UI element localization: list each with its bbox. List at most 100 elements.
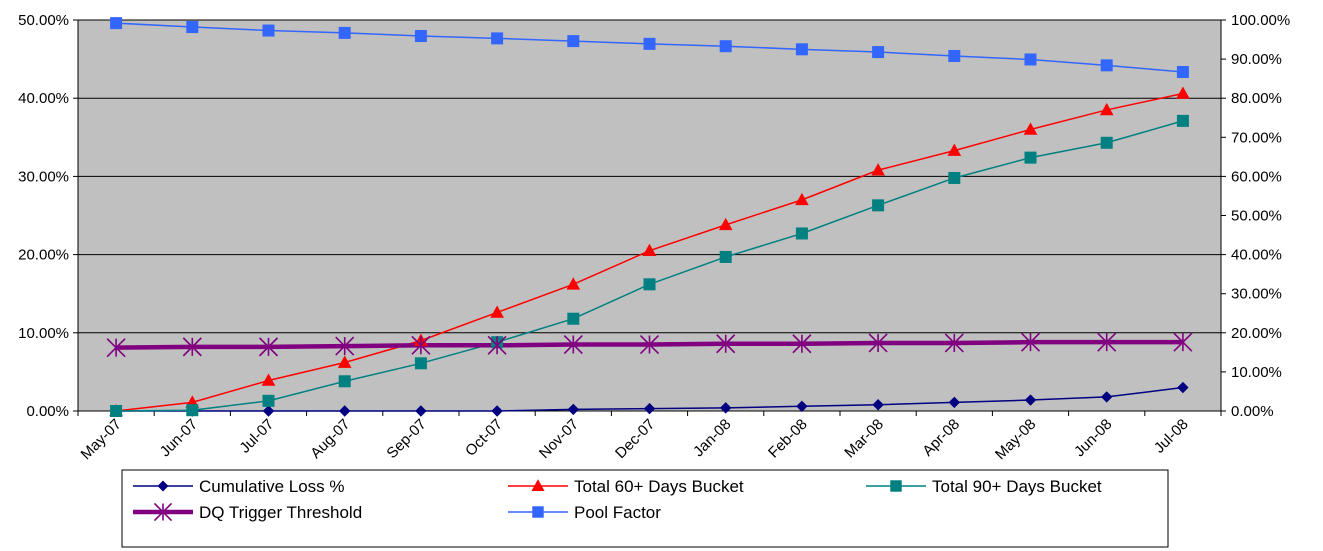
- legend-item: Pool Factor: [508, 503, 661, 522]
- data-point-4: [262, 24, 275, 37]
- data-point-1: [871, 163, 885, 176]
- data-point-0: [796, 400, 808, 413]
- data-point-2: [567, 312, 580, 325]
- data-point-1: [1099, 102, 1114, 116]
- x-tick-label: Oct-07: [462, 416, 506, 460]
- x-tick-label: Apr-08: [919, 416, 963, 460]
- data-point-2: [1176, 114, 1189, 127]
- data-point-3: [182, 337, 202, 357]
- data-point-4: [110, 17, 123, 30]
- data-point-2: [643, 278, 656, 291]
- data-point-2: [262, 394, 275, 407]
- data-point-3: [639, 334, 660, 355]
- y2-tick-label: 0.00%: [1231, 403, 1274, 420]
- y-tick-label: 30.00%: [18, 168, 69, 185]
- x-tick-label: Feb-08: [765, 416, 811, 462]
- data-point-4: [872, 46, 885, 59]
- y2-tick-label: 30.00%: [1231, 286, 1282, 303]
- y-tick-label: 20.00%: [18, 247, 69, 264]
- data-point-3: [792, 334, 812, 354]
- y2-tick-label: 40.00%: [1231, 247, 1282, 264]
- data-point-0: [262, 405, 275, 417]
- data-point-1: [1176, 86, 1190, 99]
- data-point-1: [947, 143, 962, 156]
- x-tick-label: Sep-07: [384, 416, 430, 462]
- data-point-4: [795, 43, 808, 56]
- data-point-0: [948, 396, 961, 409]
- data-point-3: [868, 333, 888, 353]
- legend-item: Total 60+ Days Bucket: [508, 477, 744, 496]
- y2-tick-label: 90.00%: [1231, 51, 1282, 68]
- y2-tick-label: 10.00%: [1231, 364, 1282, 381]
- data-point-4: [643, 37, 656, 50]
- data-point-1: [718, 217, 733, 231]
- data-point-2: [948, 171, 961, 184]
- x-tick-label: Jul-08: [1151, 416, 1192, 457]
- data-point-4: [948, 49, 961, 62]
- data-point-4: [186, 21, 199, 34]
- y-tick-label: 40.00%: [18, 90, 69, 107]
- data-point-2: [872, 199, 885, 212]
- data-point-3: [335, 336, 355, 356]
- x-tick-label: May-08: [992, 416, 1039, 463]
- data-point-4: [567, 35, 580, 48]
- data-point-1: [795, 192, 809, 206]
- data-point-2: [1024, 151, 1037, 164]
- x-tick-label: Jul-07: [236, 416, 277, 457]
- data-point-1: [566, 277, 581, 290]
- x-tick-label: Nov-07: [536, 416, 582, 462]
- legend-label: Cumulative Loss %: [199, 477, 345, 496]
- data-point-0: [415, 405, 427, 417]
- data-point-2: [719, 250, 732, 263]
- data-point-0: [643, 402, 656, 415]
- legend: Cumulative Loss % Total 60+ Days Bucket To…: [121, 469, 1169, 548]
- data-point-1: [1023, 122, 1038, 135]
- y-tick-label: 0.00%: [26, 403, 69, 420]
- y2-tick-label: 20.00%: [1231, 325, 1282, 342]
- data-point-3: [944, 333, 964, 353]
- legend-label: Total 90+ Days Bucket: [932, 477, 1102, 496]
- data-point-1: [490, 305, 504, 318]
- data-point-2: [186, 404, 199, 417]
- data-point-3: [1097, 332, 1117, 352]
- legend-label: DQ Trigger Threshold: [199, 503, 362, 522]
- data-point-4: [414, 30, 427, 43]
- data-point-0: [491, 405, 503, 417]
- data-point-3: [1020, 332, 1041, 352]
- data-point-0: [338, 405, 351, 417]
- data-point-3: [716, 334, 736, 354]
- data-point-3: [411, 335, 431, 355]
- x-tick-label: Mar-08: [841, 416, 887, 462]
- legend-marker: [531, 479, 545, 492]
- data-point-4: [1024, 53, 1037, 66]
- y-tick-label: 10.00%: [18, 325, 69, 342]
- y2-tick-label: 100.00%: [1231, 12, 1290, 29]
- data-point-4: [719, 40, 732, 53]
- x-tick-label: Aug-07: [307, 416, 353, 462]
- x-tick-label: Jun-08: [1071, 416, 1115, 460]
- y-tick-label: 50.00%: [18, 12, 69, 29]
- legend-item: Cumulative Loss %: [133, 477, 345, 496]
- data-point-0: [719, 402, 732, 414]
- x-tick-label: Dec-07: [612, 416, 658, 462]
- y2-tick-label: 50.00%: [1231, 208, 1282, 225]
- legend-item: DQ Trigger Threshold: [133, 502, 362, 522]
- data-point-0: [872, 399, 884, 411]
- data-point-4: [338, 26, 351, 39]
- data-point-4: [1176, 66, 1189, 79]
- data-point-4: [1100, 59, 1113, 72]
- data-point-0: [1177, 381, 1189, 394]
- data-point-2: [338, 375, 351, 388]
- data-point-3: [1173, 332, 1193, 352]
- data-point-0: [1100, 391, 1113, 403]
- data-point-2: [1100, 136, 1113, 149]
- legend-item: Total 90+ Days Bucket: [866, 477, 1102, 496]
- data-point-1: [337, 355, 352, 368]
- legend-marker: [153, 502, 173, 522]
- x-tick-label: Jan-08: [690, 416, 734, 460]
- data-point-3: [258, 337, 279, 357]
- y2-tick-label: 70.00%: [1231, 129, 1282, 146]
- markers: [106, 17, 1193, 417]
- legend-marker: [157, 480, 169, 492]
- data-point-3: [106, 338, 126, 358]
